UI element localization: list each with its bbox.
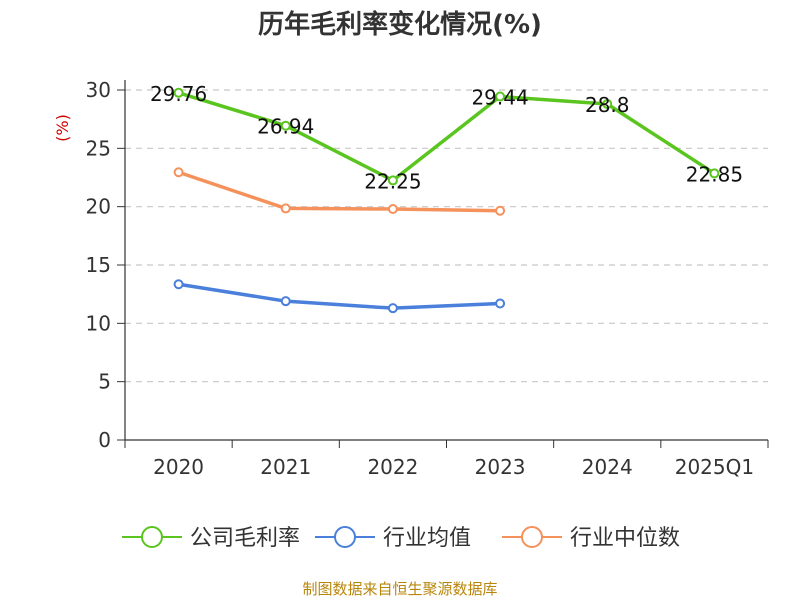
y-tick-label: 25 bbox=[86, 136, 111, 160]
series-line bbox=[178, 282, 501, 310]
x-tick-label: 2023 bbox=[475, 455, 526, 479]
chart-title: 历年毛利率变化情况(%) bbox=[258, 10, 542, 40]
data-label: 22.25 bbox=[364, 169, 421, 193]
data-point bbox=[280, 296, 291, 307]
source-footer: 制图数据来自恒生聚源数据库 bbox=[302, 580, 498, 598]
y-tick-label: 0 bbox=[98, 428, 111, 452]
y-tick-label: 15 bbox=[86, 253, 111, 277]
data-point bbox=[173, 87, 184, 98]
x-tick-label: 2022 bbox=[367, 455, 418, 479]
legend-label: 行业中位数 bbox=[570, 526, 680, 551]
data-label: 26.94 bbox=[257, 115, 314, 139]
data-point bbox=[495, 298, 506, 309]
series-line bbox=[178, 91, 716, 183]
x-tick-label: 2021 bbox=[260, 455, 311, 479]
data-point bbox=[387, 204, 398, 214]
data-point bbox=[280, 203, 291, 214]
legend-marker bbox=[521, 526, 543, 548]
legend-marker bbox=[334, 526, 356, 548]
y-tick-label: 20 bbox=[86, 195, 111, 219]
data-label: 22.85 bbox=[686, 162, 743, 186]
data-label: 29.76 bbox=[150, 82, 207, 106]
data-point bbox=[602, 99, 613, 109]
data-point bbox=[173, 167, 184, 178]
data-point bbox=[173, 279, 184, 290]
data-point bbox=[387, 303, 398, 314]
x-tick-label: 2020 bbox=[153, 455, 204, 479]
data-label: 29.44 bbox=[471, 86, 528, 110]
series-line bbox=[178, 170, 501, 213]
y-tick-label: 30 bbox=[86, 78, 111, 102]
legend-label: 公司毛利率 bbox=[190, 526, 300, 551]
data-label: 28.8 bbox=[585, 93, 630, 117]
data-point bbox=[387, 175, 398, 186]
x-tick-label: 2025Q1 bbox=[675, 455, 754, 479]
y-axis-label: (%) bbox=[53, 114, 72, 142]
legend-label: 行业均值 bbox=[383, 526, 471, 551]
data-point bbox=[495, 205, 506, 216]
legend-marker bbox=[141, 526, 163, 548]
data-point bbox=[709, 168, 720, 179]
data-point bbox=[280, 120, 291, 131]
x-tick-label: 2024 bbox=[582, 455, 633, 479]
y-tick-label: 10 bbox=[86, 311, 111, 335]
data-point bbox=[495, 91, 506, 102]
y-tick-label: 5 bbox=[98, 370, 111, 394]
